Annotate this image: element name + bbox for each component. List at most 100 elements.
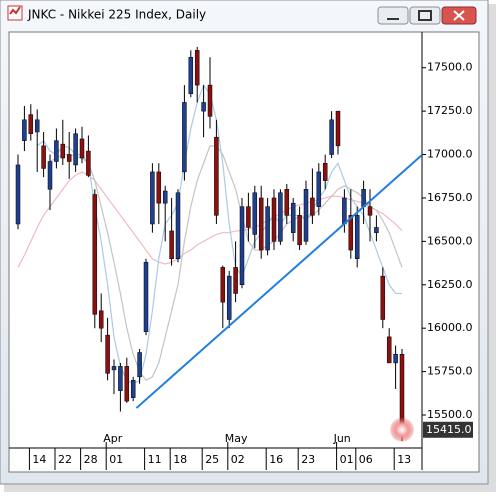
candle-body [182, 102, 187, 173]
last-price-burst [390, 417, 414, 442]
candle-body [118, 366, 123, 391]
candle-body [60, 143, 66, 159]
x-tick-label: 23 [301, 453, 315, 466]
candle-body [329, 119, 334, 155]
candle-body [322, 162, 328, 181]
candle-body [156, 171, 162, 204]
month-label: Apr [103, 432, 123, 445]
candle-body [34, 119, 40, 133]
candle-body [111, 366, 117, 371]
candle-body [348, 215, 354, 251]
y-tick-label: 15500.0 [427, 408, 473, 421]
candle-body [143, 261, 149, 332]
candle-body [54, 140, 59, 162]
moving-average-line [36, 83, 402, 385]
x-tick-label: 22 [58, 453, 72, 466]
candle-body [137, 352, 142, 378]
x-tick-label: 16 [269, 453, 283, 466]
x-tick-label: 01 [340, 453, 354, 466]
candle-body [278, 192, 283, 242]
x-tick-label: 01 [109, 453, 123, 466]
y-tick-label: 16250.0 [427, 278, 473, 291]
candle-body [124, 366, 130, 402]
candle-body [194, 50, 200, 86]
candle-body [374, 227, 379, 233]
month-label: Jun [333, 432, 351, 445]
y-tick-label: 16750.0 [427, 191, 473, 204]
minimize-button[interactable] [377, 6, 409, 25]
trendline [135, 153, 422, 409]
candle-body [335, 110, 341, 147]
x-tick-label: 28 [84, 453, 98, 466]
y-tick-label: 16500.0 [427, 234, 473, 247]
window-title: JNKC - Nikkei 225 Index, Daily [27, 8, 206, 22]
candle-body [393, 353, 398, 364]
x-tick-label: 06 [359, 453, 373, 466]
maximize-icon [418, 10, 432, 21]
candle-body [367, 206, 373, 216]
candle-body [169, 230, 174, 259]
app-icon-mark [9, 6, 21, 15]
candle-body [105, 334, 110, 374]
candle-body [207, 84, 213, 117]
candle-body [175, 192, 181, 259]
candle-body [201, 102, 206, 112]
close-icon [453, 10, 465, 21]
candle-body [386, 336, 392, 364]
candle-body [354, 215, 360, 259]
maximize-button[interactable] [409, 6, 441, 25]
last-price-box [423, 421, 473, 438]
candle-body [226, 275, 232, 320]
candle-body [297, 215, 302, 246]
y-tick-label: 17000.0 [427, 148, 473, 161]
candle-body [47, 161, 53, 190]
x-tick-label: 25 [205, 453, 219, 466]
candle-body [265, 206, 270, 251]
candle-body [252, 192, 258, 235]
y-tick-label: 15750.0 [427, 365, 473, 378]
candle-body [22, 119, 27, 141]
y-tick-label: 16000.0 [427, 321, 473, 334]
candle-body [233, 267, 238, 294]
candle-body [150, 171, 155, 225]
candle-body [284, 189, 290, 216]
candle-body [28, 114, 34, 134]
candle-body [316, 171, 322, 207]
candle-body [220, 267, 226, 303]
candle-body [66, 154, 72, 162]
last-price-label: 15415.0 [426, 423, 472, 436]
x-tick-label: 13 [397, 453, 411, 466]
candle-body [79, 138, 85, 159]
candle-body [303, 189, 309, 242]
candle-body [271, 197, 277, 242]
y-tick-label: 17500.0 [427, 61, 473, 74]
candle-body [214, 136, 219, 216]
candle-body [310, 197, 315, 216]
plot-area [15, 46, 422, 442]
y-tick-label: 17250.0 [427, 104, 473, 117]
candle-body [98, 310, 104, 329]
x-tick-label: 11 [148, 453, 162, 466]
candle-body [15, 164, 21, 225]
candle-body [290, 202, 296, 233]
candle-body [239, 206, 245, 286]
moving-average-line [49, 145, 403, 382]
month-label: May [225, 432, 248, 445]
candle-body [130, 380, 136, 398]
candle-body [361, 189, 366, 207]
candle-body [41, 145, 46, 169]
x-tick-label: 14 [32, 453, 46, 466]
x-tick-label: 02 [231, 453, 245, 466]
candle-body [246, 206, 251, 228]
candle-body [258, 197, 264, 251]
candle-body [188, 57, 194, 95]
x-tick-label: 18 [173, 453, 187, 466]
candle-body [342, 197, 347, 225]
candle-body [86, 150, 91, 176]
candle-body [92, 194, 98, 315]
candle-body [380, 275, 386, 320]
moving-average-line [17, 171, 403, 268]
candle-body [73, 133, 78, 166]
candle-body [162, 190, 168, 204]
